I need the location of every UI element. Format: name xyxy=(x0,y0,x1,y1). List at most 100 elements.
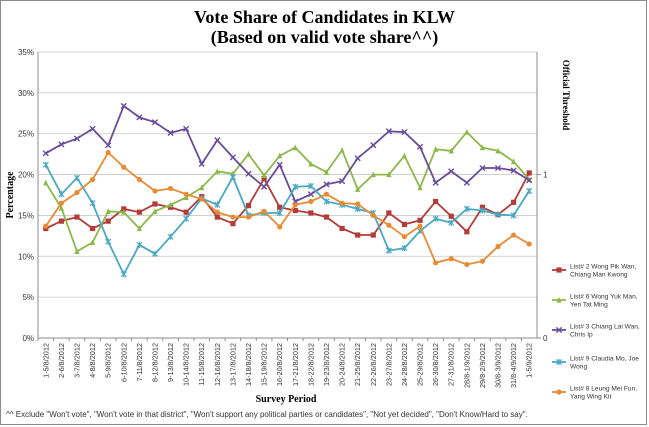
x-tick-label: 30/8-3/9/2012 xyxy=(494,343,503,388)
data-point xyxy=(448,256,454,262)
series-2 xyxy=(43,128,532,254)
series-line xyxy=(45,151,530,266)
data-point xyxy=(152,201,158,207)
x-tick-label: 20-24/8/2012 xyxy=(338,343,347,386)
data-point xyxy=(479,204,486,210)
x-tick-label: 1-5/8/2012 xyxy=(41,343,50,378)
data-point xyxy=(386,171,392,178)
data-point xyxy=(339,200,345,206)
series-line xyxy=(45,164,530,277)
x-tick-label: 29/8-2/9/2012 xyxy=(478,343,487,388)
data-point xyxy=(401,128,408,136)
data-point xyxy=(556,296,562,303)
data-point xyxy=(432,215,439,222)
data-point xyxy=(448,147,454,154)
data-point xyxy=(199,196,205,202)
data-point xyxy=(136,114,143,121)
data-point xyxy=(167,129,174,136)
data-point xyxy=(136,176,142,183)
series-5 xyxy=(43,149,532,268)
data-point xyxy=(152,208,158,214)
x-tick-label: 26-30/8/2012 xyxy=(431,343,440,386)
secondary-y-tick-label: 0 xyxy=(543,334,548,343)
x-tick-label: 5-9/8/2012 xyxy=(104,343,113,378)
data-point xyxy=(214,137,221,144)
data-point xyxy=(245,214,252,220)
data-point xyxy=(292,183,299,190)
data-point xyxy=(89,176,96,183)
x-tick-label: 31/8-4/9/2012 xyxy=(509,343,518,388)
data-point xyxy=(89,239,96,245)
data-point xyxy=(151,119,159,126)
data-point xyxy=(74,248,80,254)
data-point xyxy=(526,170,532,176)
legend-item: List# 6 Wong Yuk Man, Yen Tat Ming xyxy=(552,294,638,309)
x-tick-label: 16-20/8/2012 xyxy=(275,343,284,386)
series-1 xyxy=(43,170,532,238)
legend-item: List# 2 Wong Pik Wan, Chiang Man Kwong xyxy=(552,264,637,279)
y-tick-label: 25% xyxy=(18,130,34,139)
data-point xyxy=(401,152,408,159)
data-point xyxy=(89,225,96,232)
data-point xyxy=(73,174,81,181)
data-point xyxy=(355,186,361,192)
data-point xyxy=(261,208,267,214)
data-point xyxy=(58,200,64,206)
data-point xyxy=(73,135,81,142)
x-tick-label: 15-19/8/2012 xyxy=(260,343,269,386)
data-point xyxy=(292,202,298,208)
data-point xyxy=(199,184,205,191)
data-point xyxy=(121,206,127,212)
secondary-y-tick-label: 1 xyxy=(543,171,548,180)
data-point xyxy=(479,207,486,214)
data-point xyxy=(494,164,502,172)
x-tick-label: 18-22/8/2012 xyxy=(306,343,315,386)
data-point xyxy=(510,212,517,219)
y-tick-label: 5% xyxy=(22,293,34,302)
data-point xyxy=(370,171,376,178)
data-point xyxy=(120,271,127,278)
data-point xyxy=(432,179,439,186)
data-point xyxy=(479,258,486,264)
data-point xyxy=(183,125,190,132)
data-point xyxy=(556,267,562,273)
data-point xyxy=(370,232,376,238)
y-axis-label: Percentage xyxy=(5,171,16,219)
data-point xyxy=(74,214,80,220)
data-point xyxy=(89,125,96,132)
data-point xyxy=(370,212,376,219)
legend-label: List# 9 Claudia Mo, Joe Wong xyxy=(570,356,639,371)
legend-label: List# 2 Wong Pik Wan, Chiang Man Kwong xyxy=(570,264,637,279)
data-point xyxy=(511,158,517,165)
data-point xyxy=(214,168,220,174)
x-tick-label: 22-26/8/2012 xyxy=(369,343,378,386)
data-point xyxy=(152,188,158,194)
data-point xyxy=(526,177,533,184)
data-point xyxy=(167,185,174,192)
data-point xyxy=(105,142,112,149)
data-point xyxy=(401,221,408,228)
data-point xyxy=(385,128,392,135)
data-point xyxy=(42,150,49,157)
x-tick-label: 12-16/8/2012 xyxy=(213,343,222,386)
x-tick-label: 9-13/8/2012 xyxy=(166,343,175,382)
data-point xyxy=(323,191,330,197)
x-tick-label: 23-27/8/2012 xyxy=(384,343,393,386)
data-point xyxy=(433,146,439,152)
data-point xyxy=(479,164,486,172)
data-point xyxy=(89,200,96,207)
x-tick-label: 2-6/8/2012 xyxy=(57,343,66,378)
data-point xyxy=(58,218,64,224)
data-point xyxy=(555,358,563,366)
x-tick-label: 28/8-1/9/2012 xyxy=(462,343,471,388)
y-tick-label: 0% xyxy=(22,334,34,343)
data-point xyxy=(323,169,330,175)
series-line xyxy=(45,130,530,253)
data-point xyxy=(292,144,298,151)
data-point xyxy=(463,179,470,186)
data-point xyxy=(355,232,361,238)
data-point xyxy=(167,233,174,240)
data-point xyxy=(386,210,392,216)
data-point xyxy=(494,211,502,218)
data-point xyxy=(136,225,142,232)
